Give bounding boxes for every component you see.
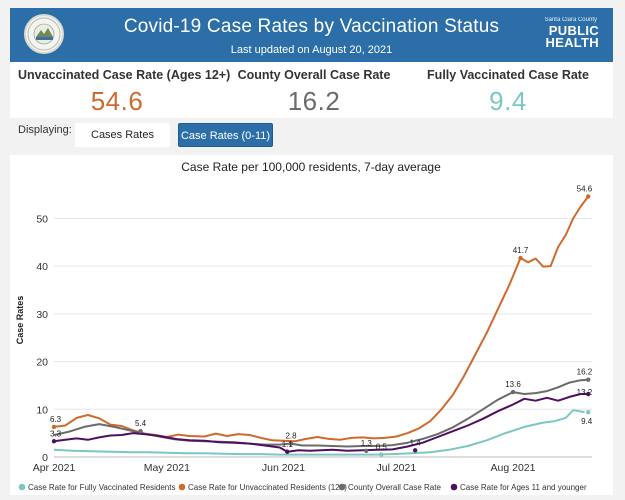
displaying-label: Displaying: bbox=[18, 124, 72, 136]
x-tick-0: Apr 2021 bbox=[33, 462, 76, 474]
case-rate-line-chart: Case Rate per 100,000 residents, 7-day a… bbox=[15, 160, 593, 492]
y-tick-labels: 0 10 20 30 40 50 bbox=[36, 213, 48, 464]
data-point-12 bbox=[586, 391, 591, 397]
x-tick-2: Jun 2021 bbox=[262, 462, 305, 474]
county-seal-logo bbox=[24, 14, 64, 54]
brand-line-public: PUBLIC bbox=[548, 23, 599, 38]
data-label-13: 9.4 bbox=[581, 417, 593, 426]
data-point-2 bbox=[138, 429, 143, 434]
stat-vaccinated-label: Fully Vaccinated Case Rate bbox=[427, 68, 589, 82]
y-tick-20: 20 bbox=[36, 357, 48, 369]
data-label-8: 41.7 bbox=[513, 246, 529, 255]
legend-label-0: Case Rate for Fully Vaccinated Residents bbox=[28, 483, 175, 492]
legend-label-3: Case Rate for Ages 11 and younger bbox=[460, 483, 587, 492]
series-line-3 bbox=[53, 393, 589, 453]
data-label-0: 6.3 bbox=[50, 415, 62, 424]
chart-legend: Case Rate for Fully Vaccinated Residents… bbox=[18, 483, 587, 492]
y-axis-label: Case Rates bbox=[15, 296, 25, 345]
cases-rates-button[interactable]: Cases Rates bbox=[75, 123, 170, 147]
stat-unvaccinated: Unvaccinated Case Rate (Ages 12+) 54.6 bbox=[18, 68, 231, 117]
data-point-7 bbox=[412, 448, 418, 453]
summary-stats-panel: Unvaccinated Case Rate (Ages 12+) 54.6 C… bbox=[10, 62, 613, 118]
y-tick-30: 30 bbox=[36, 309, 48, 321]
stat-unvaccinated-value: 54.6 bbox=[90, 86, 144, 116]
series-line-0 bbox=[53, 409, 585, 456]
data-labels: 6.3 3.3 5.4 2.81.1 1.3 0.5 1.4 41.7 13.6 54.6 16.2… bbox=[50, 184, 593, 457]
x-tick-4: Aug 2021 bbox=[491, 462, 536, 474]
series-lines bbox=[53, 195, 589, 456]
x-tick-1: May 2021 bbox=[144, 462, 190, 474]
data-point-6 bbox=[379, 452, 384, 457]
data-label-5: 1.3 bbox=[361, 439, 373, 448]
data-label-6: 0.5 bbox=[376, 443, 388, 452]
data-point-11 bbox=[586, 377, 591, 382]
data-label-7: 1.4 bbox=[410, 438, 422, 447]
case-rates-0-11-button[interactable]: Case Rates (0-11) bbox=[178, 123, 273, 147]
data-label-1: 3.3 bbox=[50, 429, 62, 438]
data-point-10 bbox=[586, 194, 591, 199]
data-point-0 bbox=[51, 424, 57, 430]
stat-county-label: County Overall Case Rate bbox=[237, 68, 391, 82]
x-tick-labels: Apr 2021 May 2021 Jun 2021 Jul 2021 Aug 2021 bbox=[33, 462, 536, 474]
data-point-1 bbox=[51, 439, 57, 444]
y-tick-50: 50 bbox=[36, 213, 48, 225]
stat-fully-vaccinated: Fully Vaccinated Case Rate 9.4 bbox=[414, 68, 602, 117]
legend-marker-2 bbox=[338, 483, 346, 491]
brand-line-health: HEALTH bbox=[545, 35, 599, 50]
x-tick-3: Jul 2021 bbox=[377, 462, 417, 474]
data-label-10: 54.6 bbox=[577, 184, 593, 193]
legend-marker-0 bbox=[18, 483, 26, 491]
data-label-9: 13.6 bbox=[505, 380, 521, 389]
data-point-8 bbox=[518, 255, 523, 261]
y-tick-10: 10 bbox=[36, 404, 48, 416]
dashboard-header: Covid-19 Case Rates by Vaccination Statu… bbox=[10, 8, 613, 62]
data-label-2: 5.4 bbox=[135, 419, 147, 428]
data-label-4: 1.1 bbox=[282, 440, 294, 449]
chart-card: Case Rate per 100,000 residents, 7-day a… bbox=[10, 155, 613, 495]
stat-county-value: 16.2 bbox=[287, 86, 341, 116]
data-point-5 bbox=[364, 448, 369, 453]
last-updated-text: Last updated on August 20, 2021 bbox=[230, 44, 393, 56]
legend-label-1: Case Rate for Unvaccinated Residents (12… bbox=[188, 483, 347, 492]
legend-marker-1 bbox=[178, 483, 186, 491]
brand-county-text: Santa Clara County bbox=[544, 17, 597, 23]
legend-marker-3 bbox=[450, 483, 458, 491]
data-point-9 bbox=[510, 389, 516, 395]
chart-title: Case Rate per 100,000 residents, 7-day a… bbox=[181, 160, 441, 174]
stat-unvaccinated-label: Unvaccinated Case Rate (Ages 12+) bbox=[18, 68, 231, 82]
dashboard-title: Covid-19 Case Rates by Vaccination Statu… bbox=[123, 16, 500, 37]
y-tick-0: 0 bbox=[42, 452, 48, 464]
legend-label-2: County Overall Case Rate bbox=[348, 483, 441, 492]
data-label-11: 16.2 bbox=[577, 368, 593, 377]
series-line-1 bbox=[53, 195, 589, 443]
series-line-2 bbox=[53, 378, 589, 448]
data-label-12: 13.2 bbox=[577, 388, 593, 397]
stat-vaccinated-value: 9.4 bbox=[489, 86, 527, 116]
data-point-13 bbox=[586, 409, 591, 415]
data-point-3 bbox=[288, 441, 294, 446]
public-health-logo: PUBLIC HEALTH bbox=[545, 23, 599, 50]
stat-county-overall: County Overall Case Rate 16.2 bbox=[234, 68, 394, 117]
data-label-3: 2.8 bbox=[285, 432, 297, 441]
data-point-4 bbox=[285, 449, 290, 454]
y-tick-40: 40 bbox=[36, 261, 48, 273]
